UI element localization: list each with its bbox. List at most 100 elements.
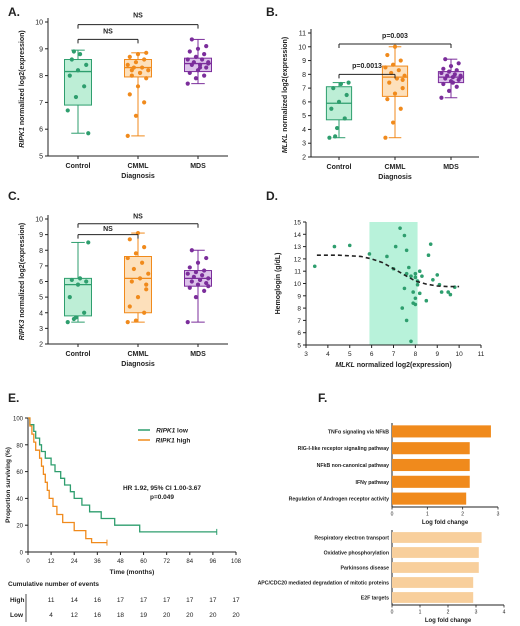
data-point <box>197 65 203 70</box>
y-tick-label: 12 <box>294 256 302 263</box>
y-tick-label: 8 <box>39 248 43 255</box>
significance-bracket: NS <box>77 12 199 29</box>
data-point <box>75 68 81 73</box>
data-point <box>129 73 134 78</box>
data-point <box>336 99 342 104</box>
x-tick-label: 24 <box>71 559 78 565</box>
risk-count-high: 17 <box>232 597 240 604</box>
p-value: p=0.049 <box>150 494 174 501</box>
data-point <box>443 57 448 62</box>
data-point <box>142 245 147 250</box>
x-tick-label: 0 <box>391 610 394 616</box>
significance-bracket: NS <box>77 214 199 228</box>
y-axis-label: Proportion surviving (%) <box>5 447 12 523</box>
data-point <box>142 100 147 105</box>
x-tick-label: CMML <box>128 163 150 170</box>
data-point <box>69 57 74 62</box>
risk-count-low: 19 <box>140 612 148 619</box>
bar-group-2: 0 1 2 3 4 Respiratory electron transport Oxida… <box>258 530 506 624</box>
gene-name: RIPK1 <box>156 428 176 435</box>
data-point <box>446 69 452 74</box>
y-tick-label: 8 <box>297 306 301 313</box>
x-tick-label: CMML <box>385 164 407 171</box>
data-point <box>404 271 409 276</box>
data-point <box>144 287 149 292</box>
data-point <box>146 68 151 73</box>
data-point <box>65 320 70 325</box>
data-point <box>312 264 317 269</box>
y-axis-label: Hemoglogin (g/dL) <box>275 253 282 315</box>
data-point <box>193 270 199 275</box>
data-point <box>189 37 194 42</box>
data-point <box>84 279 89 284</box>
y-tick-label: 5 <box>39 295 43 302</box>
x-tick-label: 12 <box>48 559 55 565</box>
y-tick-label: 9 <box>302 58 306 65</box>
y-tick-label: 4 <box>39 310 43 317</box>
y-tick-label: 0 <box>20 551 24 557</box>
data-point <box>129 68 134 73</box>
x-tick-label: 5 <box>348 351 352 358</box>
x-tick-label: 60 <box>140 559 147 565</box>
risk-count-low: 16 <box>94 612 102 619</box>
label-rest: normalized log2(expression) <box>19 223 26 320</box>
data-point <box>407 265 411 270</box>
label-rest: high <box>175 438 191 445</box>
data-point <box>456 61 461 66</box>
significance-bracket: p=0.0013 <box>338 63 396 79</box>
data-point <box>404 248 409 253</box>
y-tick-label: 100 <box>13 417 24 423</box>
risk-count-low: 4 <box>49 612 53 619</box>
x-tick-label: 48 <box>117 559 124 565</box>
data-point <box>413 296 418 301</box>
data-point <box>135 295 141 300</box>
panel-letter: E. <box>8 391 19 405</box>
box-cmml <box>381 44 409 140</box>
x-tick-label: 0 <box>391 512 394 518</box>
data-point <box>392 91 398 96</box>
data-point <box>446 290 450 294</box>
y-tick-label: 5 <box>39 154 43 161</box>
risk-table-title: Cumulative number of events <box>8 581 99 588</box>
significance-label: NS <box>103 28 113 35</box>
bar <box>392 492 467 505</box>
legend-label-high: RIPK1 high <box>156 438 191 445</box>
x-axis-label: Log fold change <box>422 520 469 526</box>
data-point <box>86 240 91 245</box>
box-control <box>325 80 353 140</box>
bar-label: Respiratory electron transport <box>314 536 389 542</box>
y-tick-label: 13 <box>294 244 302 251</box>
data-point <box>347 243 352 248</box>
data-point <box>200 273 205 278</box>
data-point <box>454 68 459 73</box>
panel-letter: B. <box>266 5 278 19</box>
y-tick-label: 5 <box>297 343 301 350</box>
data-point <box>385 52 390 58</box>
y-tick-label: 11 <box>299 31 306 38</box>
y-tick-label: 6 <box>39 127 43 134</box>
x-axis-label: Log fold change <box>425 618 472 624</box>
data-point <box>191 60 196 65</box>
box-control <box>64 240 92 325</box>
data-point <box>400 86 405 91</box>
fit-curve <box>316 254 460 288</box>
data-point <box>424 298 429 303</box>
data-point <box>411 290 415 294</box>
data-point <box>206 284 211 289</box>
bar-label: E2F targets <box>361 596 389 602</box>
bar <box>392 442 470 455</box>
data-point <box>82 310 87 315</box>
data-point <box>129 279 134 284</box>
significance-label: p=0.0013 <box>352 63 382 70</box>
data-point <box>413 271 418 276</box>
box <box>124 59 152 78</box>
data-point <box>400 306 405 310</box>
y-axis-label: MLKL normalized log2(expression) <box>282 37 289 153</box>
data-point <box>140 65 145 70</box>
data-point <box>204 44 209 49</box>
bar <box>392 425 491 438</box>
x-tick-label: Control <box>66 163 91 170</box>
y-tick-label: 10 <box>35 20 43 27</box>
data-point <box>446 88 452 93</box>
